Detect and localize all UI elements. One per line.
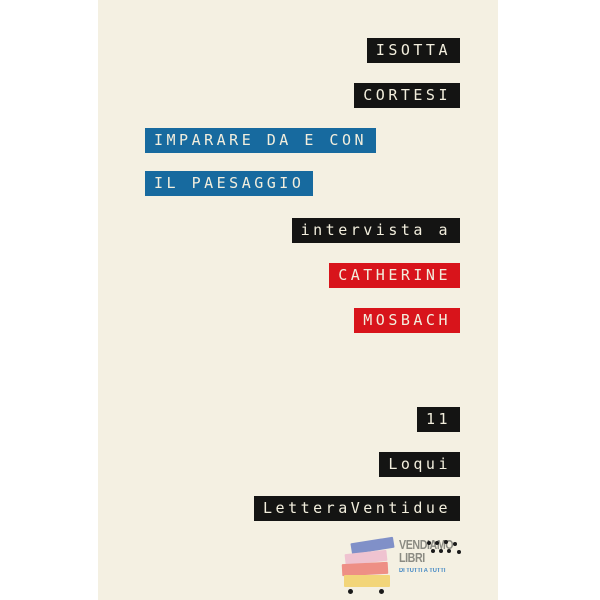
logo-text-block: VENDIAMO LIBRI DI TUTTI A TUTTI — [399, 538, 462, 575]
imprint-name: Loqui — [379, 452, 460, 477]
title-line-1: IMPARARE DA E CON — [145, 128, 377, 153]
book-cart-icon — [341, 536, 395, 595]
publisher-name: LetteraVentidue — [254, 496, 460, 521]
title-line-2: IL PAESAGGIO — [145, 171, 314, 196]
author-last-name: CORTESI — [354, 83, 460, 108]
interviewee-first-name: CATHERINE — [329, 263, 460, 288]
logo-name-line-2: LIBRI — [399, 550, 425, 565]
series-number: 11 — [416, 407, 460, 432]
vendiamolibri-logo: VENDIAMO LIBRI DI TUTTI A TUTTI — [341, 536, 462, 595]
braille-dots-icon — [427, 540, 461, 554]
interviewee-last-name: MOSBACH — [354, 308, 460, 333]
cart-wheel-icon — [379, 589, 384, 594]
logo-tagline: DI TUTTI A TUTTI — [399, 568, 446, 574]
author-first-name: ISOTTA — [366, 38, 460, 63]
subtitle: intervista a — [291, 218, 460, 243]
logo-name-line-1: VENDIAMO — [399, 537, 454, 552]
cart-wheel-icon — [348, 589, 353, 594]
book-cover: ISOTTA CORTESI IMPARARE DA E CON IL PAES… — [98, 0, 498, 600]
book-spine-yellow — [344, 575, 390, 587]
